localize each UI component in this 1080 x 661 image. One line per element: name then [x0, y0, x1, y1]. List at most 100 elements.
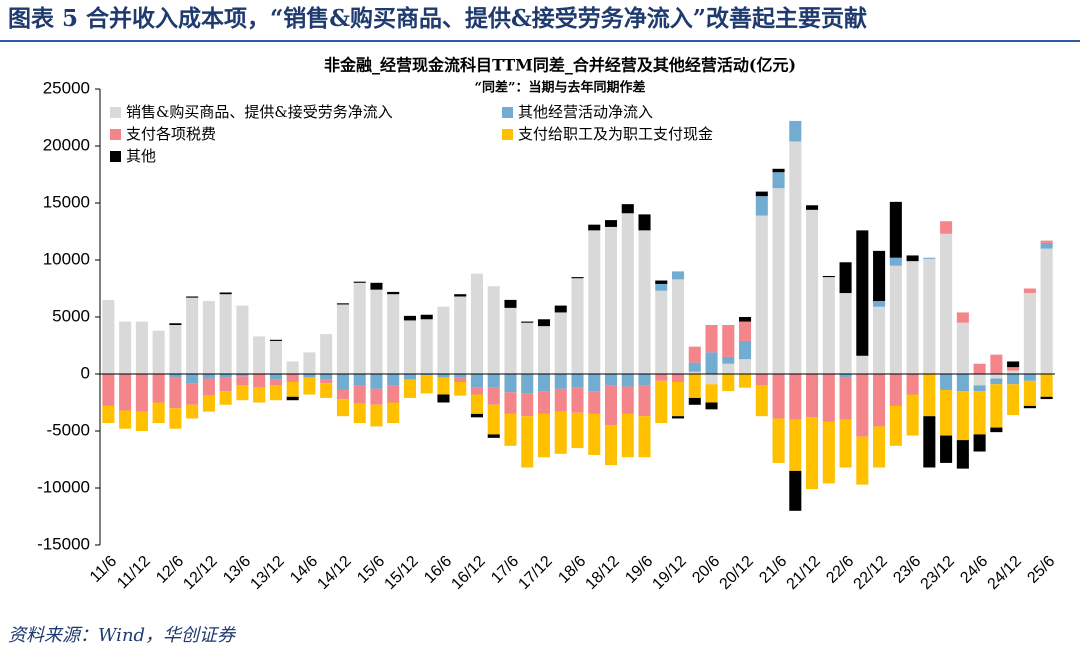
bar-segment — [202, 395, 215, 412]
bar-segment — [554, 305, 567, 313]
bar-segment — [806, 374, 819, 418]
bar-segment — [269, 340, 282, 374]
bar-segment — [772, 168, 785, 173]
bar-segment — [303, 352, 316, 374]
bar-segment — [655, 283, 668, 291]
bar-segment — [152, 374, 165, 403]
bar-segment — [353, 282, 366, 374]
bar-segment — [739, 359, 752, 374]
bar-segment — [940, 435, 953, 463]
bar-segment — [320, 383, 333, 398]
bar-segment — [621, 204, 634, 214]
bar-segment — [169, 323, 182, 325]
x-tick-label: 18/12 — [582, 553, 622, 593]
bar-segment — [370, 289, 383, 374]
bar-segment — [236, 376, 249, 386]
bar-segment — [286, 374, 299, 382]
bar-segment — [437, 306, 450, 374]
bar-segment — [135, 411, 148, 431]
x-tick-label: 22/12 — [851, 553, 891, 593]
bar-segment — [554, 374, 567, 389]
bar-segment — [604, 226, 618, 374]
bar-segment — [755, 374, 768, 386]
legend-swatch — [502, 107, 513, 118]
bar-segment — [454, 294, 467, 297]
bar-segment — [671, 279, 685, 374]
bar-segment — [487, 387, 500, 405]
bar-segment — [135, 374, 148, 412]
bar-segment — [504, 374, 517, 393]
bar-segment — [521, 321, 534, 323]
bar-segment — [772, 374, 785, 419]
bar-segment — [873, 374, 886, 427]
bar-segment — [169, 408, 182, 429]
bar-segment — [119, 374, 132, 411]
bar-segment — [588, 391, 601, 414]
bar-segment — [671, 416, 685, 419]
legend-swatch — [110, 129, 121, 140]
page-title: 图表 5 合并收入成本项，“销售&购买商品、提供&接受劳务净流入”改善起主要贡献 — [8, 5, 867, 32]
bar-segment — [470, 413, 484, 418]
y-tick-label: 25000 — [43, 78, 90, 97]
bar-segment — [102, 405, 115, 424]
bar-segment — [973, 374, 986, 386]
bar-segment — [655, 290, 668, 374]
x-tick-label: 12/12 — [180, 553, 220, 593]
bar-segment — [705, 402, 718, 410]
bar-segment — [303, 377, 316, 395]
bar-segment — [269, 385, 282, 401]
bar-segment — [320, 379, 333, 384]
bar-segment — [119, 321, 132, 374]
bar-segment — [219, 391, 232, 405]
bar-segment — [906, 394, 919, 436]
bar-segment — [739, 321, 752, 341]
bar-segment — [755, 385, 768, 417]
bar-segment — [789, 120, 802, 142]
bar-segment — [588, 224, 601, 231]
bar-segment — [839, 377, 852, 420]
bar-segment — [990, 427, 1003, 433]
bar-segment — [152, 330, 165, 374]
bar-segment — [102, 374, 115, 406]
bar-segment — [856, 230, 869, 356]
bar-segment — [839, 262, 852, 294]
bar-segment — [353, 403, 366, 424]
y-tick-label: 15000 — [43, 192, 90, 211]
bar-segment — [688, 346, 701, 363]
bar-segment — [152, 402, 165, 424]
bar-segment — [755, 215, 768, 374]
bar-segment — [604, 425, 618, 466]
bar-segment — [671, 271, 685, 280]
bar-segment — [889, 265, 902, 374]
bar-segment — [219, 292, 232, 295]
bar-segment — [873, 426, 886, 468]
bar-segment — [973, 391, 986, 435]
bar-segment — [286, 396, 299, 401]
bar-segment — [990, 354, 1003, 374]
bar-segment — [236, 374, 249, 377]
bar-segment — [923, 257, 936, 259]
bar-segment — [420, 314, 433, 320]
bar-segment — [387, 294, 400, 374]
bar-segment — [303, 374, 316, 378]
bar-segment — [856, 436, 869, 485]
bar-segment — [906, 255, 919, 262]
legend-swatch — [110, 107, 121, 118]
bar-segment — [638, 214, 651, 231]
bar-segment — [889, 374, 902, 406]
x-tick-label: 24/12 — [985, 553, 1025, 593]
bar-segment — [588, 413, 601, 455]
bar-segment — [454, 296, 467, 374]
bar-segment — [336, 303, 349, 305]
bar-segment — [973, 363, 986, 374]
bar-segment — [470, 394, 484, 414]
bar-segment — [688, 371, 701, 374]
bar-segment — [1007, 367, 1020, 371]
bar-segment — [621, 213, 634, 374]
bar-segment — [705, 324, 718, 353]
bar-segment — [638, 374, 651, 386]
bar-segment — [521, 374, 534, 394]
bar-segment — [236, 385, 249, 401]
bar-segment — [135, 321, 148, 374]
bar-segment — [537, 374, 551, 392]
